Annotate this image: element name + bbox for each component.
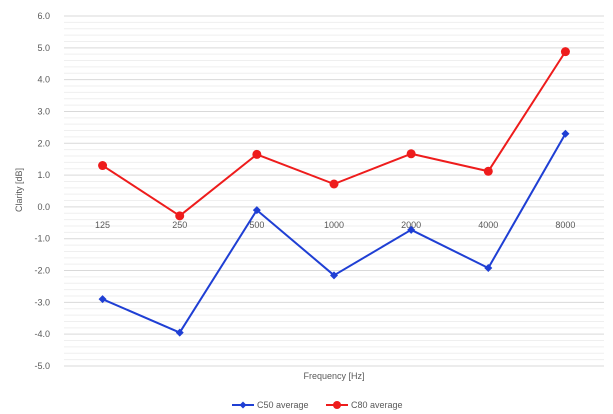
y-tick-label: 6.0: [37, 11, 50, 21]
y-tick-label: 4.0: [37, 75, 50, 85]
y-tick-label: -4.0: [34, 329, 50, 339]
x-axis-title: Frequency [Hz]: [303, 371, 364, 381]
data-point: [561, 129, 570, 138]
x-tick-label: 2000: [401, 220, 421, 230]
data-point: [252, 149, 262, 159]
y-tick-label: -3.0: [34, 297, 50, 307]
x-tick-label: 4000: [478, 220, 498, 230]
y-tick-label: 1.0: [37, 170, 50, 180]
legend-marker: [239, 401, 247, 409]
gridlines: [64, 15, 604, 367]
data-point: [175, 328, 184, 337]
legend-label: C80 average: [351, 400, 403, 410]
data-point: [98, 161, 108, 171]
legend-marker: [333, 401, 341, 409]
x-tick-label: 8000: [555, 220, 575, 230]
y-tick-label: -2.0: [34, 266, 50, 276]
y-tick-label: -1.0: [34, 234, 50, 244]
series-layer: [98, 47, 570, 337]
data-point: [406, 149, 416, 159]
data-point: [98, 295, 107, 304]
y-tick-label: 0.0: [37, 202, 50, 212]
data-point: [329, 179, 339, 189]
y-tick-label: -5.0: [34, 361, 50, 371]
data-point: [330, 271, 338, 280]
data-point: [560, 47, 570, 57]
x-tick-label: 500: [249, 220, 264, 230]
series-line: [102, 51, 567, 217]
y-tick-labels: 6.0 5.0 4.0 3.0 2.0 1.0 0.0 -1.0 -2.0 -3.0 -4.0 -5.…: [34, 11, 50, 371]
legend: C50 average C80 average: [232, 400, 403, 410]
x-tick-label: 1000: [324, 220, 344, 230]
y-axis-title: Clarity [dB]: [14, 168, 24, 212]
y-tick-label: 5.0: [37, 43, 50, 53]
data-point: [483, 166, 493, 176]
x-tick-label: 125: [95, 220, 110, 230]
data-point: [484, 264, 493, 272]
data-point: [252, 206, 261, 215]
data-point: [407, 225, 416, 234]
x-tick-labels: 125 250 500 1000 2000 4000 8000: [95, 220, 575, 230]
data-point: [175, 211, 185, 221]
legend-label: C50 average: [257, 400, 309, 410]
x-tick-label: 250: [172, 220, 187, 230]
y-tick-label: 2.0: [37, 138, 50, 148]
y-tick-label: 3.0: [37, 106, 50, 116]
